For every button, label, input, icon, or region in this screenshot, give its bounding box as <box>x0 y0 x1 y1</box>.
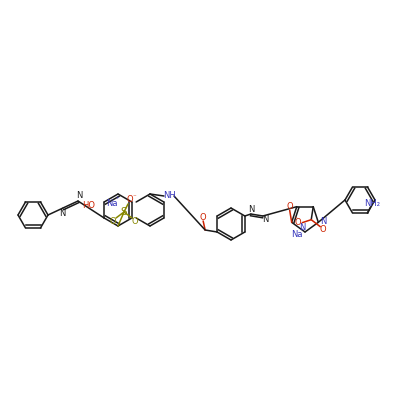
Text: O: O <box>320 225 326 234</box>
Text: N: N <box>59 208 65 218</box>
Text: HO: HO <box>82 200 95 210</box>
Text: ⁻: ⁻ <box>293 217 297 223</box>
Text: N: N <box>262 216 268 224</box>
Text: N: N <box>76 192 82 200</box>
Text: S: S <box>121 207 127 217</box>
Text: O: O <box>295 218 302 227</box>
Text: ⁺: ⁺ <box>300 229 304 235</box>
Text: Na: Na <box>292 230 303 239</box>
Text: NH₂: NH₂ <box>364 200 380 208</box>
Text: Na: Na <box>106 198 118 208</box>
Text: NH: NH <box>163 192 175 200</box>
Text: O: O <box>286 202 293 211</box>
Text: ⁻: ⁻ <box>132 194 136 200</box>
Text: O: O <box>127 196 133 204</box>
Text: N: N <box>299 224 305 232</box>
Text: O: O <box>132 218 138 226</box>
Text: ⁺: ⁺ <box>115 197 119 203</box>
Text: N: N <box>248 204 254 214</box>
Text: O: O <box>110 218 116 226</box>
Text: N: N <box>320 217 326 226</box>
Text: O: O <box>200 212 206 222</box>
